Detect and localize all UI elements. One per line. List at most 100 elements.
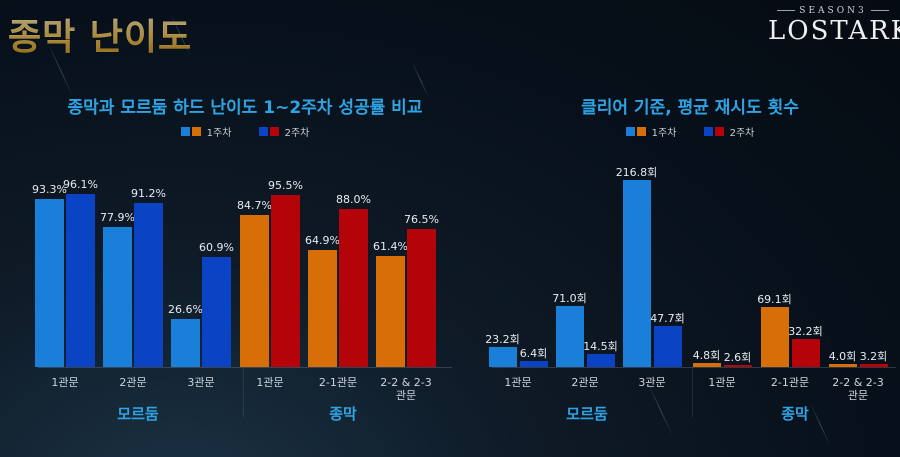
- plot-area: 23.2회 6.4회 71.0회 14.5회 216.8회 47.7회 4.8회 2.6회 69…: [480, 85, 900, 367]
- bar-value-label: 32.2회: [788, 325, 823, 339]
- bar-week1: [376, 256, 405, 367]
- bar-value-label: 2.6회: [723, 350, 752, 364]
- x-axis-line: [38, 367, 452, 368]
- bar-value-label: 93.3%: [32, 183, 67, 197]
- x-tick-label: 2-1관문: [318, 376, 358, 389]
- section-label-jongmak: 종막: [781, 405, 809, 423]
- x-tick-label: 2관문: [119, 376, 147, 389]
- x-tick-label: 2관문: [571, 376, 599, 389]
- page-title: 종막 난이도: [8, 8, 192, 60]
- legend-week1: 1주차: [625, 124, 677, 139]
- bar-value-label: 76.5%: [404, 213, 439, 227]
- bar-week1: [488, 346, 517, 367]
- logo-season: SEASON3: [768, 6, 898, 16]
- chart-title: 종막과 모르둠 하드 난이도 1~2주차 성공률 비교: [67, 98, 423, 118]
- legend-swatch-orange: [191, 127, 201, 136]
- bar-value-label: 4.0회: [828, 349, 857, 363]
- legend-label: 1주차: [206, 128, 232, 139]
- x-tick-label: 1관문: [708, 376, 736, 389]
- bar-value-label: 88.0%: [336, 192, 371, 206]
- bar-value-label: 71.0회: [552, 291, 587, 305]
- legend-label: 2주차: [729, 128, 755, 139]
- bar-week2: [653, 325, 682, 367]
- bar-value-label: 47.7회: [650, 311, 685, 325]
- bar-week1: [35, 199, 64, 367]
- bar-week2: [134, 202, 163, 367]
- bar-value-label: 4.8회: [692, 348, 721, 362]
- legend-swatch-darkblue: [258, 127, 268, 136]
- x-tick-label: 2-1관문: [770, 376, 810, 389]
- bar-value-label: 14.5회: [583, 340, 618, 354]
- bar-value-label: 6.4회: [519, 347, 548, 361]
- bar-value-label: 23.2회: [485, 332, 520, 346]
- bar-value-label: 96.1%: [63, 178, 98, 192]
- bar-week2: [202, 257, 231, 367]
- bar-value-label: 60.9%: [199, 241, 234, 255]
- bar-week2: [271, 195, 300, 367]
- bar-week2: [791, 339, 820, 367]
- bar-value-label: 26.6%: [168, 303, 203, 317]
- legend-swatch-blue: [180, 127, 190, 136]
- x-tick-label: 1관문: [51, 376, 79, 389]
- x-tick-label: 1관문: [504, 376, 532, 389]
- bar-week1: [240, 214, 269, 367]
- bar-week2: [339, 208, 368, 367]
- section-separator: [243, 367, 244, 417]
- bar-week1: [760, 307, 789, 367]
- section-label-jongmak: 종막: [329, 405, 357, 423]
- retry-count-chart: 클리어 기준, 평균 재시도 횟수 1주차 2주차 23.2회 6.4회 71.0회…: [480, 85, 900, 457]
- bar-value-label: 69.1회: [757, 293, 792, 307]
- bar-week1: [622, 179, 651, 367]
- x-tick-label: 3관문: [187, 376, 215, 389]
- bar-week1: [555, 305, 584, 367]
- bar-value-label: 3.2회: [859, 350, 888, 364]
- lostark-logo: SEASON3 LOSTARK: [768, 6, 900, 46]
- legend-swatch-red: [269, 127, 279, 136]
- bar-value-label: 84.7%: [237, 198, 272, 212]
- legend-week2: 2주차: [703, 124, 755, 139]
- bar-week1: [828, 363, 857, 367]
- bar-week2: [586, 354, 615, 367]
- x-tick-label: 2-2 & 2-3 관문: [380, 376, 432, 402]
- bar-week2: [519, 361, 548, 367]
- chart-title: 클리어 기준, 평균 재시도 횟수: [581, 98, 799, 118]
- legend-swatch-blue: [625, 127, 635, 136]
- bar-value-label: 95.5%: [268, 179, 303, 193]
- bar-value-label: 61.4%: [373, 240, 408, 254]
- bar-week1: [171, 319, 200, 367]
- x-tick-label: 1관문: [256, 376, 284, 389]
- chart-legend: 1주차 2주차: [30, 124, 460, 139]
- x-tick-line2: 관문: [847, 389, 869, 402]
- bar-week1: [308, 250, 337, 367]
- legend-swatch-red: [714, 127, 724, 136]
- legend-week1: 1주차: [180, 124, 232, 139]
- bar-value-label: 216.8회: [615, 165, 658, 179]
- bar-week2: [859, 364, 888, 367]
- bar-value-label: 91.2%: [131, 186, 166, 200]
- section-label-mordum: 모르둠: [566, 405, 608, 423]
- legend-swatch-darkblue: [703, 127, 713, 136]
- bar-value-label: 77.9%: [100, 210, 135, 224]
- bar-week2: [66, 194, 95, 367]
- legend-week2: 2주차: [258, 124, 310, 139]
- bar-week1: [692, 362, 721, 367]
- section-separator: [692, 367, 693, 417]
- legend-swatch-orange: [636, 127, 646, 136]
- x-tick-line2: 관문: [395, 389, 417, 402]
- bar-week2: [407, 229, 436, 367]
- success-rate-chart: 종막과 모르둠 하드 난이도 1~2주차 성공률 비교 1주차 2주차 93.3…: [30, 85, 460, 457]
- bar-value-label: 64.9%: [305, 234, 340, 248]
- logo-name: LOSTARK: [768, 16, 900, 46]
- plot-area: 93.3% 96.1% 77.9% 91.2% 26.6% 60.9% 84.7% 95.5%…: [30, 85, 460, 367]
- x-tick-line1: 2-2 & 2-3: [380, 376, 432, 389]
- legend-label: 2주차: [284, 128, 310, 139]
- legend-label: 1주차: [651, 128, 677, 139]
- x-axis-line: [492, 367, 896, 368]
- x-tick-line1: 2-2 & 2-3: [832, 376, 884, 389]
- bar-week1: [103, 226, 132, 367]
- x-tick-label: 3관문: [638, 376, 666, 389]
- section-label-mordum: 모르둠: [117, 405, 159, 423]
- chart-legend: 1주차 2주차: [480, 124, 900, 139]
- bar-week2: [723, 364, 752, 367]
- x-tick-label: 2-2 & 2-3 관문: [832, 376, 884, 402]
